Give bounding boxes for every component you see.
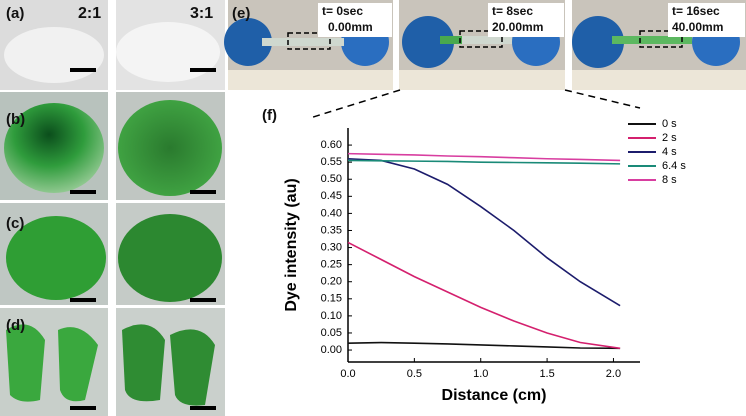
dashed-box xyxy=(287,32,331,50)
dish xyxy=(224,18,272,66)
y-tick-label: 0.10 xyxy=(321,310,342,322)
y-tick-label: 0.45 xyxy=(321,190,342,202)
panel-label: (e) xyxy=(232,5,250,22)
dish xyxy=(402,16,454,68)
photo-grid: (a) (b) (c) (d) 2:1 3:1 xyxy=(0,0,225,416)
y-tick-label: 0.60 xyxy=(321,139,342,151)
y-tick-label: 0.05 xyxy=(321,327,342,339)
y-tick-label: 0.35 xyxy=(321,224,342,236)
x-tick-label: 1.0 xyxy=(473,368,488,380)
scale-bar xyxy=(190,68,216,72)
time-label: t= 0sec xyxy=(322,4,363,18)
dashed-box xyxy=(459,30,503,48)
y-tick-label: 0.30 xyxy=(321,241,342,253)
dish xyxy=(572,16,624,68)
gel xyxy=(118,100,222,196)
column-header: 3:1 xyxy=(190,5,213,22)
series-line xyxy=(347,152,621,162)
label-box xyxy=(668,3,745,37)
panel-label: (a) xyxy=(6,5,24,22)
scale-bar xyxy=(190,190,216,194)
y-tick-label: 0.15 xyxy=(321,293,342,305)
x-tick-label: 2.0 xyxy=(606,368,621,380)
legend-label: 0 s xyxy=(662,118,677,130)
dye xyxy=(612,36,692,44)
series-line xyxy=(347,157,621,307)
distance-label: 20.00mm xyxy=(492,20,543,34)
scale-bar xyxy=(190,298,216,302)
panel-label: (b) xyxy=(6,111,25,128)
y-tick-label: 0.20 xyxy=(321,276,342,288)
distance-label: 0.00mm xyxy=(328,20,373,34)
chart: (f) Distance (cm) Dye intensity (au) 0.0… xyxy=(262,107,686,404)
panel-label: (d) xyxy=(6,317,25,334)
label-box xyxy=(488,3,564,37)
series-line xyxy=(347,241,621,350)
gel xyxy=(122,324,165,402)
panel-label: (c) xyxy=(6,215,24,232)
x-tick-label: 1.5 xyxy=(539,368,554,380)
gel xyxy=(58,327,98,402)
gel xyxy=(6,216,106,300)
y-tick-label: 0.50 xyxy=(321,173,342,185)
time-label: t= 8sec xyxy=(492,4,533,18)
series-line xyxy=(347,341,621,350)
scale-bar xyxy=(70,298,96,302)
gel xyxy=(118,214,222,302)
series-line xyxy=(347,159,621,165)
zoom-line xyxy=(564,89,641,109)
x-tick-label: 0.0 xyxy=(340,368,355,380)
gel xyxy=(170,329,215,406)
label-box xyxy=(318,3,392,37)
ruler xyxy=(228,70,393,90)
channel xyxy=(440,36,512,44)
x-tick-label: 0.5 xyxy=(407,368,422,380)
y-tick-label: 0.40 xyxy=(321,207,342,219)
legend-label: 4 s xyxy=(662,146,677,158)
gel xyxy=(4,27,104,83)
gel xyxy=(6,324,45,402)
distance-label: 40.00mm xyxy=(672,20,723,34)
y-tick-label: 0.55 xyxy=(321,156,342,168)
panel-label: (f) xyxy=(262,107,277,124)
scale-bar xyxy=(70,406,96,410)
ruler xyxy=(399,70,565,90)
gel xyxy=(4,103,104,193)
zoom-line xyxy=(309,89,401,119)
column-header: 2:1 xyxy=(78,5,101,22)
panel-e: (e) t= 0sec 0.00mm t= 8sec 20.00mm t= 16… xyxy=(224,0,746,119)
ruler xyxy=(572,70,746,90)
y-tick-label: 0.00 xyxy=(321,344,342,356)
gel xyxy=(116,22,220,82)
legend-label: 6.4 s xyxy=(662,160,686,172)
scale-bar xyxy=(70,190,96,194)
time-label: t= 16sec xyxy=(672,4,720,18)
y-tick-label: 0.25 xyxy=(321,259,342,271)
dye xyxy=(440,36,462,44)
y-axis-label: Dye intensity (au) xyxy=(283,178,300,311)
legend-label: 2 s xyxy=(662,132,677,144)
x-axis-label: Distance (cm) xyxy=(442,387,547,404)
scale-bar xyxy=(70,68,96,72)
scale-bar xyxy=(190,406,216,410)
legend-label: 8 s xyxy=(662,174,677,186)
channel xyxy=(262,38,344,46)
dashed-box xyxy=(639,30,683,48)
